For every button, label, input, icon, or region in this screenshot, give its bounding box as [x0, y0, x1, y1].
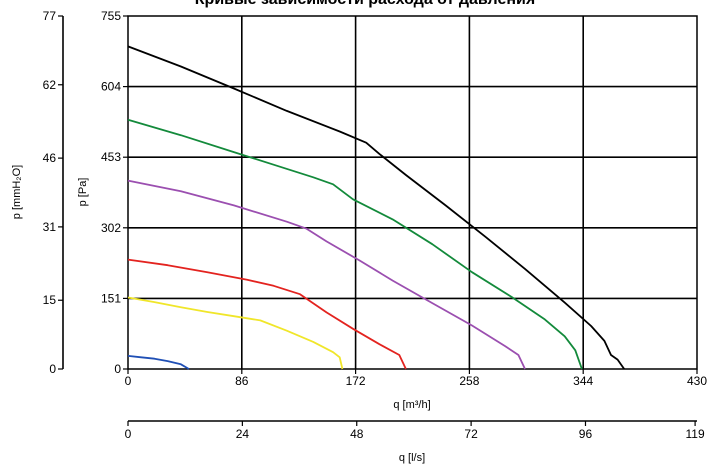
x-primary-tick-label: 344 — [573, 374, 593, 388]
plot-frame — [127, 15, 698, 370]
y-primary-tick-label: 453 — [101, 150, 121, 164]
y-secondary-tick-label: 62 — [43, 78, 57, 92]
y-primary-tick-label: 604 — [101, 80, 121, 94]
chart-title: Кривые зависимости расхода от давления — [195, 0, 535, 8]
y-primary-tick-label: 755 — [101, 9, 121, 23]
x-secondary-tick-label: 72 — [464, 427, 478, 441]
y-secondary-tick-label: 46 — [43, 151, 57, 165]
y-secondary-tick-label: 77 — [43, 9, 57, 23]
y-primary-axis-label: p [Pa] — [77, 178, 89, 207]
series-line-1 — [127, 355, 190, 370]
series-line-5 — [127, 118, 583, 370]
y-primary-tick-label: 151 — [101, 291, 121, 305]
grid — [127, 15, 698, 370]
axes: 0 86 172 258 344 430 0 151 302 453 604 755 0 15 31 46 62… — [43, 9, 708, 441]
x-secondary-tick-label: 0 — [125, 427, 132, 441]
series-line-3 — [127, 258, 407, 370]
x-primary-tick-label: 86 — [235, 374, 249, 388]
series-line-2 — [127, 296, 344, 370]
y-primary-tick-label: 0 — [114, 362, 121, 376]
y-primary-tick-label: 302 — [101, 221, 121, 235]
y-secondary-axis-label: p [mmH₂O] — [11, 165, 23, 219]
x-secondary-tick-label: 24 — [236, 427, 250, 441]
y-secondary-tick-label: 31 — [43, 220, 57, 234]
y-secondary-tick-label: 15 — [43, 293, 57, 307]
x-primary-tick-label: 0 — [125, 374, 132, 388]
x-primary-tick-label: 258 — [459, 374, 479, 388]
series-layer — [127, 45, 625, 370]
x-secondary-tick-label: 48 — [350, 427, 364, 441]
x-primary-tick-label: 430 — [687, 374, 707, 388]
x-secondary-axis-label: q [l/s] — [399, 452, 425, 464]
series-line-6 — [127, 45, 625, 370]
x-secondary-tick-label: 96 — [579, 427, 593, 441]
x-secondary-tick-label: 119 — [686, 427, 705, 441]
y-secondary-tick-label: 0 — [49, 362, 56, 376]
x-primary-axis-label: q [m³/h] — [393, 399, 430, 411]
series-line-4 — [127, 179, 526, 370]
x-primary-tick-label: 172 — [346, 374, 366, 388]
